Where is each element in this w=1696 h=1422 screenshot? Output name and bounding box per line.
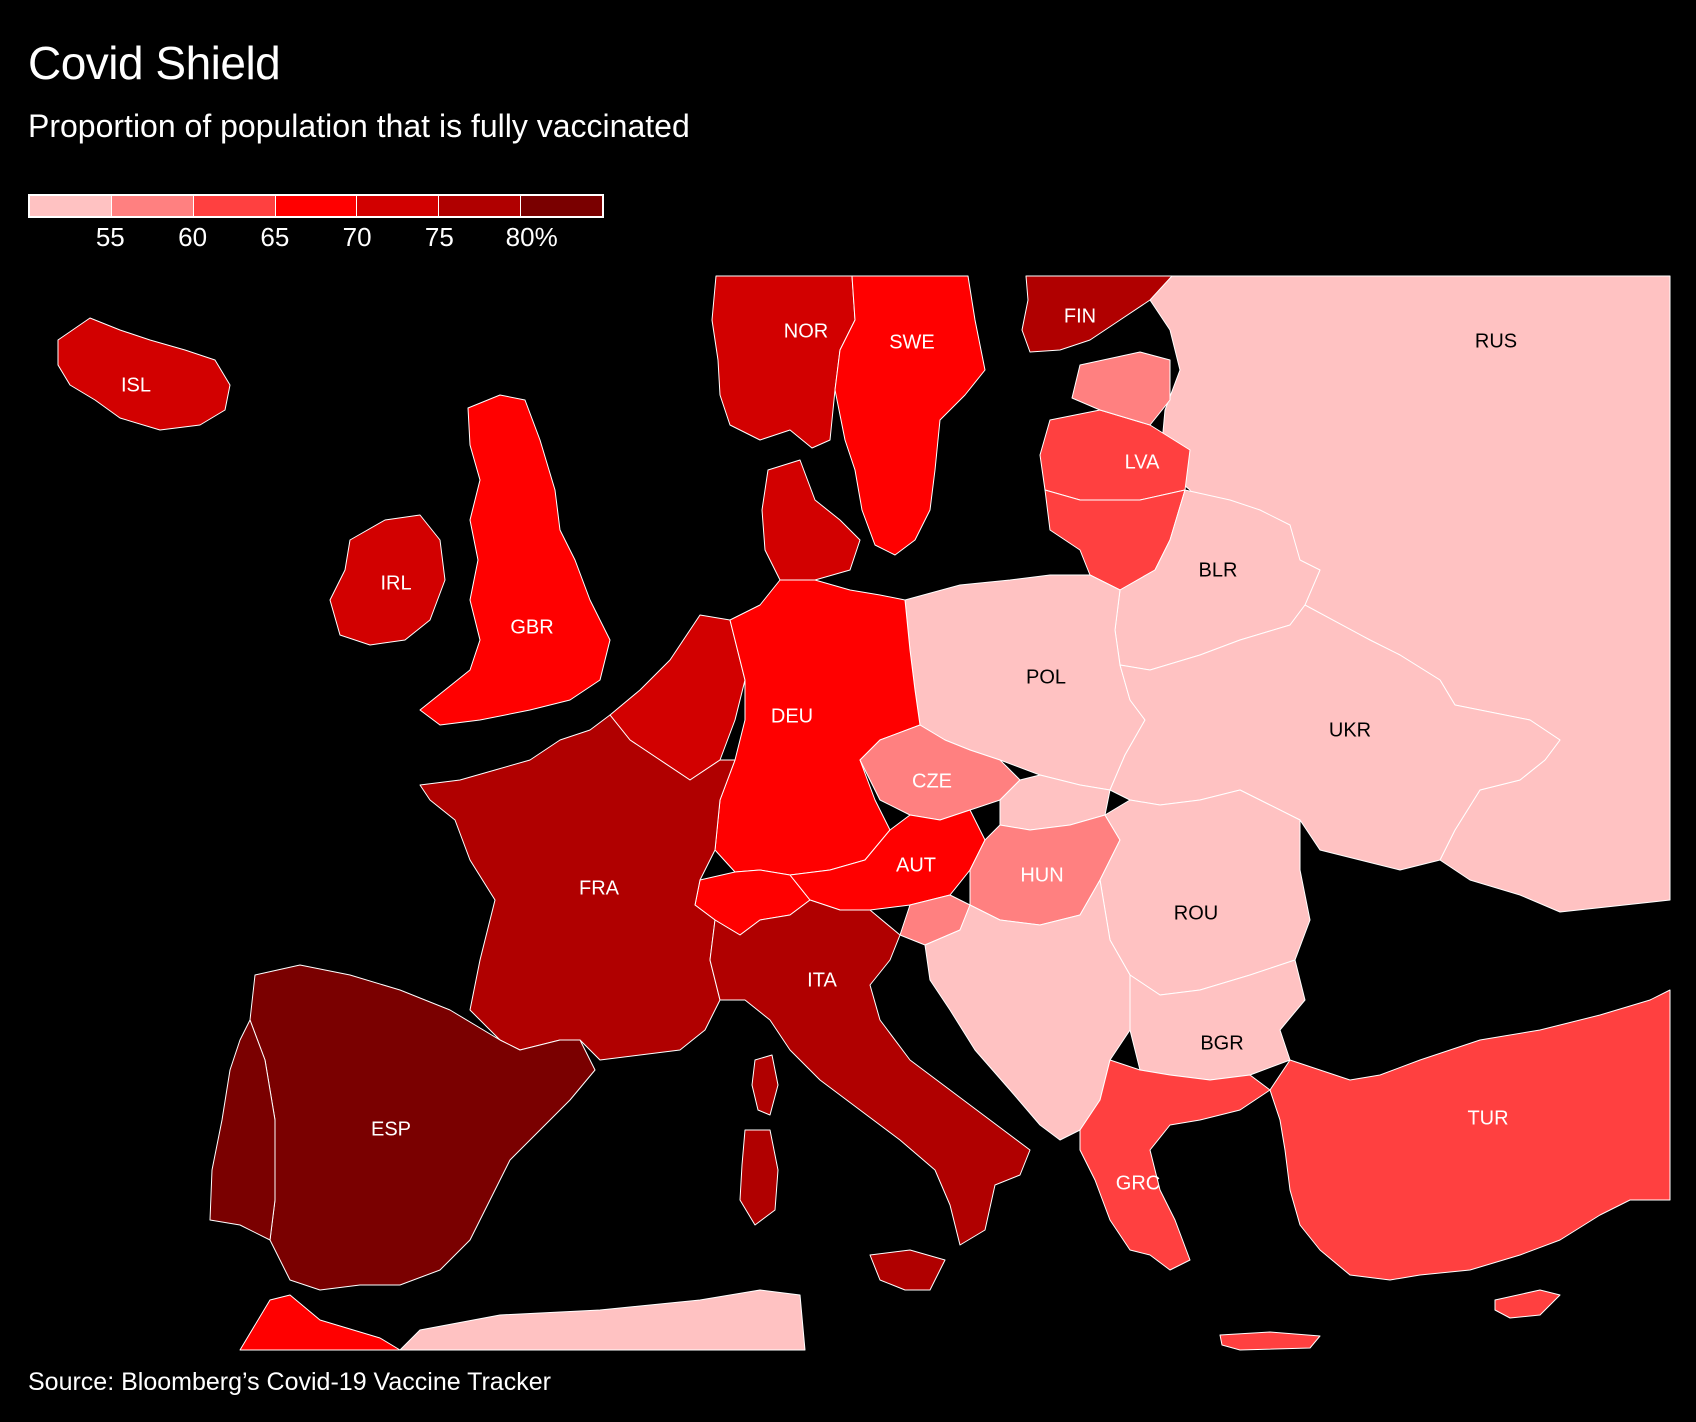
- country-labels: ISL NOR SWE FIN RUS LVA IRL GBR BLR POL …: [121, 305, 1517, 1194]
- label-UKR: UKR: [1329, 719, 1371, 741]
- label-CZE: CZE: [912, 770, 952, 792]
- country-GBR: [419, 394, 611, 726]
- country-CYP: [1494, 1289, 1561, 1319]
- label-HUN: HUN: [1020, 864, 1063, 886]
- country-ITA-sicily: [869, 1249, 946, 1291]
- country-FRA: [419, 714, 736, 1061]
- country-EST: [1071, 351, 1171, 426]
- label-RUS: RUS: [1475, 330, 1517, 352]
- label-FRA: FRA: [579, 877, 620, 899]
- legend-swatch-2: [111, 196, 194, 216]
- label-POL: POL: [1026, 666, 1066, 688]
- country-ROU: [1099, 789, 1311, 996]
- label-BLR: BLR: [1199, 559, 1238, 581]
- legend-label-60: 60: [178, 222, 208, 252]
- label-LVA: LVA: [1125, 451, 1160, 473]
- label-AUT: AUT: [896, 854, 936, 876]
- color-legend: 55 60 65 70 75 80%: [28, 194, 604, 254]
- legend-label-75: 75: [424, 222, 454, 252]
- country-GRC: [1079, 1059, 1271, 1271]
- label-ROU: ROU: [1174, 902, 1218, 924]
- legend-swatch-1: [30, 196, 112, 216]
- label-ITA: ITA: [807, 969, 837, 991]
- legend-swatch-3: [193, 196, 276, 216]
- country-NOR: [711, 275, 856, 449]
- country-FIN: [1021, 275, 1173, 353]
- label-ISL: ISL: [121, 374, 151, 396]
- label-IRL: IRL: [380, 572, 411, 594]
- chart-subtitle: Proportion of population that is fully v…: [28, 108, 690, 144]
- label-GBR: GBR: [510, 616, 553, 638]
- label-DEU: DEU: [771, 705, 813, 727]
- legend-labels: 55 60 65 70 75 80%: [28, 218, 604, 254]
- label-NOR: NOR: [784, 320, 828, 342]
- legend-label-80: 80%: [505, 222, 558, 252]
- label-ESP: ESP: [371, 1118, 411, 1140]
- country-ITA-sardinia: [739, 1129, 779, 1226]
- country-NAFRICA-west: [239, 1294, 401, 1351]
- legend-label-65: 65: [260, 222, 290, 252]
- label-SWE: SWE: [889, 331, 935, 353]
- label-BGR: BGR: [1200, 1032, 1243, 1054]
- legend-swatch-6: [439, 196, 522, 216]
- country-PRT: [209, 1019, 276, 1241]
- country-FRA-corsica: [751, 1054, 779, 1116]
- country-BALKANS: [924, 879, 1131, 1141]
- chart-title: Covid Shield: [28, 37, 281, 89]
- country-IRL: [329, 514, 446, 646]
- country-GRC-crete: [1219, 1331, 1321, 1351]
- legend-swatch-5: [357, 196, 440, 216]
- europe-map: ISL NOR SWE FIN RUS LVA IRL GBR BLR POL …: [57, 275, 1671, 1351]
- legend-swatch-7: [521, 196, 603, 216]
- legend-label-55: 55: [95, 222, 125, 252]
- label-FIN: FIN: [1064, 305, 1096, 327]
- country-ISL: [57, 317, 231, 431]
- country-DNK: [761, 459, 861, 581]
- legend-swatch-4: [275, 196, 358, 216]
- label-GRC: GRC: [1116, 1172, 1160, 1194]
- label-TUR: TUR: [1467, 1107, 1508, 1129]
- source-note: Source: Bloomberg’s Covid-19 Vaccine Tra…: [28, 1368, 551, 1396]
- country-ITA: [709, 899, 1031, 1246]
- legend-bar: [28, 194, 604, 218]
- country-NAFRICA-east: [399, 1289, 806, 1351]
- country-AUT: [789, 809, 986, 911]
- country-SWE: [834, 275, 986, 556]
- legend-label-70: 70: [342, 222, 372, 252]
- country-TUR: [1269, 989, 1671, 1281]
